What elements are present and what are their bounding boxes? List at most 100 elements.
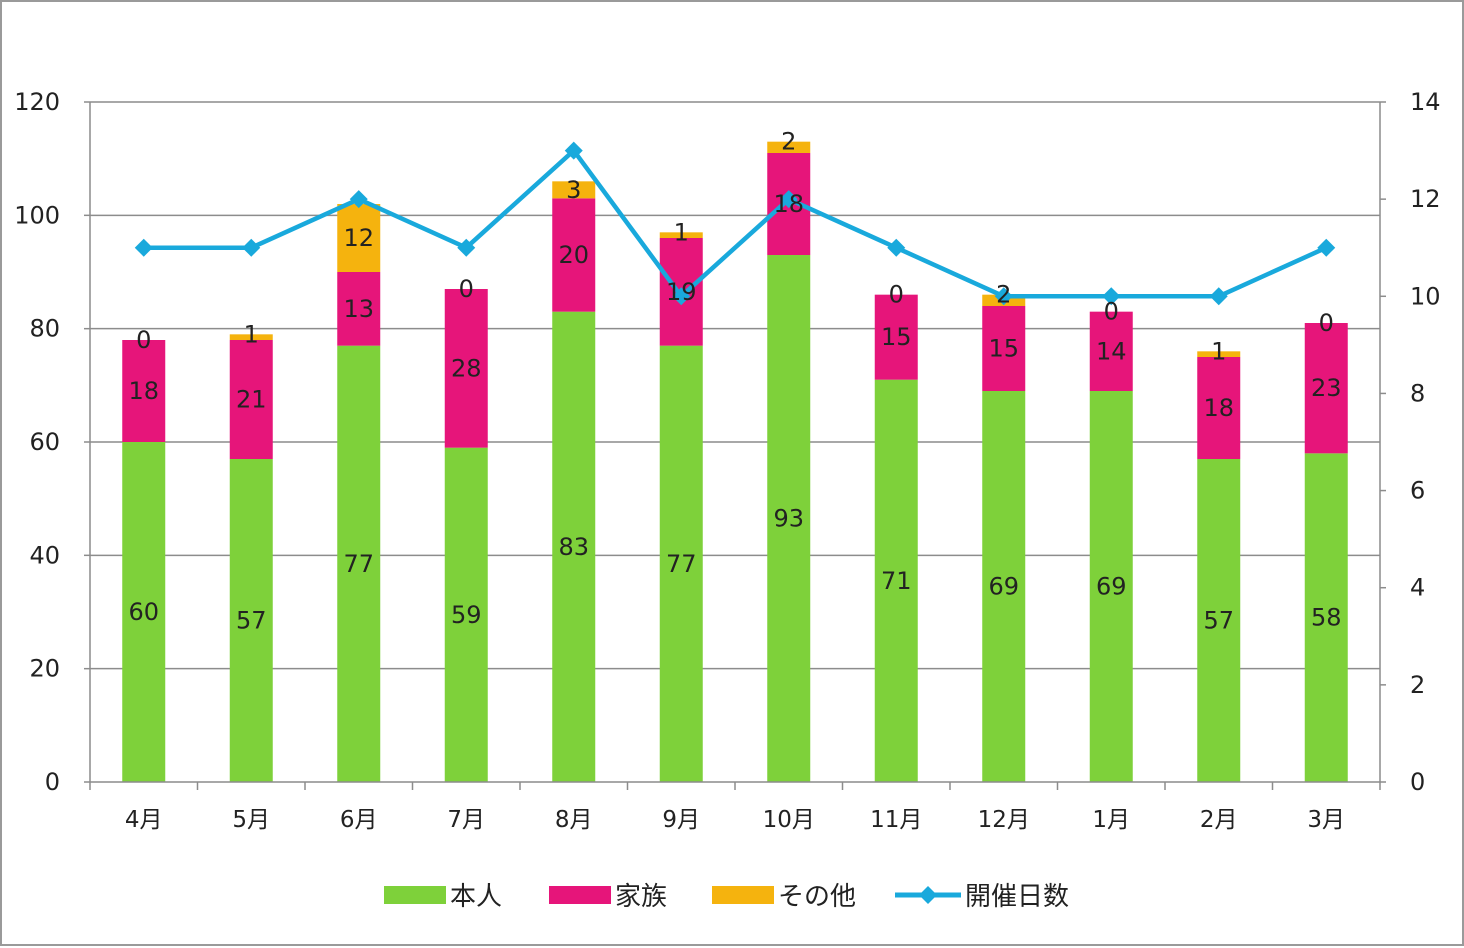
data-label: 21: [236, 386, 267, 414]
legend-swatch: [549, 886, 611, 904]
bar-segment: [444, 289, 488, 448]
x-tick-label: 12月: [978, 807, 1030, 833]
x-tick-label: 6月: [340, 807, 378, 833]
bar-segment: [229, 340, 273, 459]
data-label: 15: [988, 335, 1019, 363]
bar-segment: [1304, 323, 1348, 454]
right-tick-label: 2: [1410, 671, 1425, 699]
x-tick-label: 8月: [555, 807, 593, 833]
data-label: 69: [1096, 573, 1127, 601]
left-tick-label: 20: [29, 655, 60, 683]
bar-segment: [767, 141, 811, 153]
bar-segment: [1089, 391, 1133, 782]
legend-label: 本人: [450, 882, 502, 912]
bar-segment: [552, 181, 596, 199]
stacked-bars: [122, 141, 1348, 782]
bar-segment: [874, 294, 918, 380]
data-label: 1: [1211, 337, 1226, 365]
data-label: 0: [889, 281, 904, 309]
right-tick-label: 14: [1410, 88, 1441, 116]
data-label: 2: [996, 281, 1011, 309]
data-label: 12: [343, 224, 374, 252]
bar-segment: [229, 334, 273, 340]
data-label: 0: [1104, 298, 1119, 326]
bar-segment: [229, 459, 273, 782]
line-marker: [564, 141, 583, 160]
legend-label: その他: [778, 882, 856, 912]
bar-segment: [1304, 453, 1348, 782]
data-label: 13: [343, 295, 374, 323]
line-marker: [242, 238, 261, 257]
data-label: 18: [128, 377, 159, 405]
left-tick-label: 40: [29, 541, 60, 569]
line-path: [143, 148, 1328, 299]
left-tick-label: 60: [29, 428, 60, 456]
bar-segment: [982, 306, 1026, 391]
right-tick-label: 4: [1410, 574, 1425, 602]
line-marker: [1317, 238, 1336, 257]
data-label: 20: [558, 241, 589, 269]
bar-segment: [444, 447, 488, 782]
bar-segment: [874, 379, 918, 782]
data-label: 15: [881, 323, 912, 351]
line-marker: [994, 287, 1013, 306]
legend-label: 開催日数: [965, 882, 1069, 912]
left-tick-label: 80: [29, 315, 60, 343]
right-tick-label: 0: [1410, 768, 1425, 796]
x-tick-label: 11月: [870, 807, 922, 833]
line-series: [134, 141, 1336, 306]
line-marker: [779, 190, 798, 209]
x-tick-label: 2月: [1200, 807, 1238, 833]
data-label: 59: [451, 601, 482, 629]
data-label: 57: [236, 607, 267, 635]
line-marker: [672, 287, 691, 306]
bar-segment: [1089, 311, 1133, 391]
x-tick-label: 4月: [125, 807, 163, 833]
data-label: 77: [666, 550, 697, 578]
x-tick-label: 3月: [1307, 807, 1345, 833]
data-label: 2: [781, 128, 796, 156]
x-tick-label: 9月: [662, 807, 700, 833]
data-label: 3: [566, 176, 581, 204]
left-tick-label: 120: [14, 88, 60, 116]
right-tick-label: 12: [1410, 185, 1441, 213]
legend-swatch: [384, 886, 446, 904]
bar-segment: [1197, 351, 1241, 357]
line-marker: [1102, 287, 1121, 306]
line-marker: [457, 238, 476, 257]
line-marker: [1209, 287, 1228, 306]
data-label: 71: [881, 567, 912, 595]
bar-segment: [1197, 459, 1241, 782]
legend-swatch: [712, 886, 774, 904]
data-label: 0: [459, 275, 474, 303]
left-tick-label: 100: [14, 201, 60, 229]
data-label: 14: [1096, 337, 1127, 365]
bar-segment: [767, 255, 811, 782]
data-label: 23: [1311, 374, 1342, 402]
data-label: 60: [128, 598, 159, 626]
data-labels: 6018057211771312592808320377191931827115…: [128, 128, 1341, 635]
right-tick-label: 8: [1410, 379, 1425, 407]
right-tick-label: 10: [1410, 282, 1441, 310]
bar-segment: [552, 311, 596, 782]
bar-segment: [659, 232, 703, 238]
gridlines: [90, 101, 1380, 670]
bar-segment: [1197, 357, 1241, 459]
bar-segment: [122, 442, 166, 782]
left-tick-label: 0: [45, 768, 60, 796]
data-label: 0: [136, 326, 151, 354]
legend: 本人 家族 その他 開催日数: [384, 882, 1069, 912]
bar-segment: [659, 345, 703, 782]
data-label: 58: [1311, 604, 1342, 632]
line-marker: [349, 190, 368, 209]
bar-segment: [337, 345, 381, 782]
x-tick-label: 10月: [763, 807, 815, 833]
data-label: 69: [988, 573, 1019, 601]
bar-segment: [337, 204, 381, 272]
data-label: 83: [558, 533, 589, 561]
data-label: 57: [1203, 607, 1234, 635]
line-marker: [887, 238, 906, 257]
line-marker: [134, 238, 153, 257]
